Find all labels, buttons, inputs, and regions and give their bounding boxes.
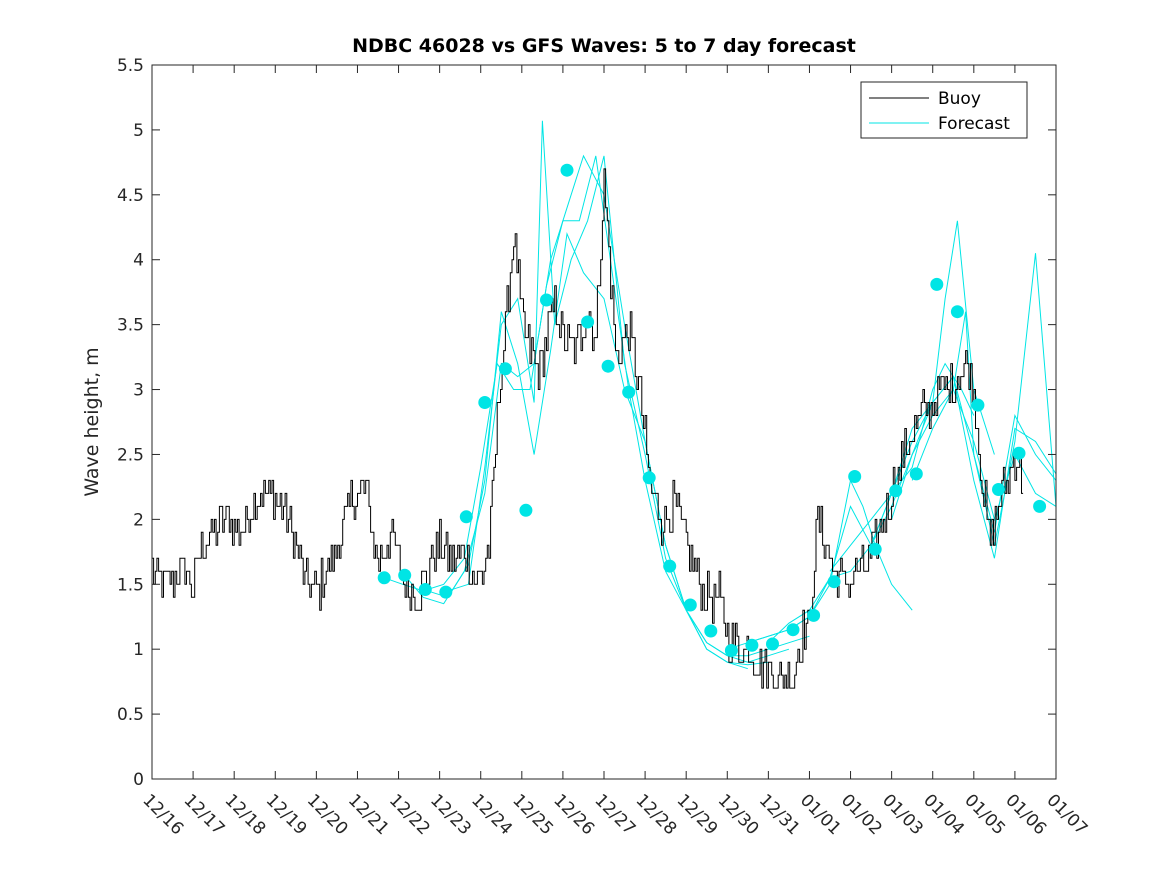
y-tick-label: 5 xyxy=(133,121,144,141)
forecast-point xyxy=(581,315,595,329)
y-tick-label: 0.5 xyxy=(117,705,144,725)
legend-label-forecast: Forecast xyxy=(938,114,1010,134)
forecast-point xyxy=(745,638,759,652)
buoy-line xyxy=(152,168,1024,689)
legend-label-buoy: Buoy xyxy=(938,89,981,109)
y-tick-label: 1 xyxy=(133,640,144,660)
y-axis: 0 0.5 1 1.5 2 2.5 3 3.5 4 4.5 5 5.5 xyxy=(117,56,1056,790)
y-tick-label: 0 xyxy=(133,770,144,790)
forecast-point xyxy=(642,471,656,485)
forecast-point xyxy=(848,470,862,483)
y-tick-label: 2 xyxy=(133,510,144,530)
forecast-point xyxy=(601,359,615,373)
forecast-point xyxy=(827,575,841,589)
forecast-line xyxy=(447,120,810,657)
buoy-series xyxy=(152,168,1024,689)
forecast-point xyxy=(519,503,533,517)
forecast-point xyxy=(622,385,636,399)
forecast-point xyxy=(540,293,553,307)
y-tick-label: 1.5 xyxy=(117,575,144,595)
legend: Buoy Forecast xyxy=(860,81,1028,139)
y-tick-label: 3.5 xyxy=(117,316,144,336)
forecast-point xyxy=(459,510,473,524)
forecast-point xyxy=(704,624,718,638)
forecast-point xyxy=(683,598,697,612)
y-tick-label: 4.5 xyxy=(117,186,144,206)
y-tick-label: 2.5 xyxy=(117,445,144,465)
y-tick-label: 5.5 xyxy=(117,56,144,76)
y-tick-label: 3 xyxy=(133,381,144,401)
forecast-point xyxy=(1012,446,1026,460)
forecast-point xyxy=(663,559,677,573)
forecast-point xyxy=(478,396,492,409)
forecast-line xyxy=(911,388,1057,522)
forecast-point xyxy=(439,585,453,599)
forecast-point xyxy=(498,362,512,376)
forecast-point xyxy=(868,542,882,556)
forecast-point xyxy=(560,163,574,177)
legend-box xyxy=(860,81,1028,139)
forecast-point xyxy=(930,277,944,291)
forecast-point xyxy=(766,637,779,651)
forecast-point xyxy=(724,644,738,657)
y-tick-label: 4 xyxy=(133,251,144,271)
forecast-points xyxy=(377,163,1047,657)
forecast-point xyxy=(909,467,923,481)
forecast-point xyxy=(971,398,985,412)
forecast-point xyxy=(398,568,412,582)
forecast-point xyxy=(992,483,1005,496)
forecast-point xyxy=(807,608,821,622)
y-axis-label: Wave height, m xyxy=(81,347,103,496)
forecast-point xyxy=(1033,499,1047,513)
forecast-point xyxy=(377,571,391,585)
forecast-point xyxy=(950,305,964,319)
forecast-point xyxy=(418,583,432,596)
chart-title: NDBC 46028 vs GFS Waves: 5 to 7 day fore… xyxy=(352,35,856,57)
forecast-line xyxy=(891,253,1057,546)
forecast-point xyxy=(786,623,800,637)
forecast-point xyxy=(889,484,903,498)
